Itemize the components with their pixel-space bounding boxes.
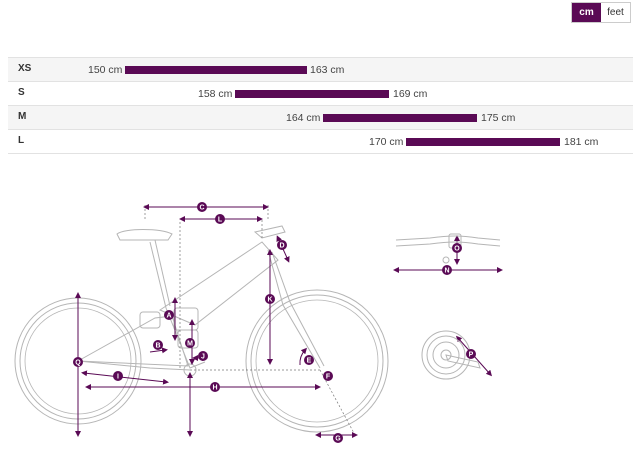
label-h-marker: H bbox=[210, 382, 220, 392]
size-chart-table: XS 150 cm 163 cm S 158 cm 169 cm M 164 c… bbox=[8, 57, 633, 154]
size-max-height: 163 cm bbox=[310, 64, 345, 76]
label-g-marker: G bbox=[333, 433, 343, 443]
label-q-marker: Q bbox=[73, 357, 83, 367]
label-k-marker: K bbox=[265, 294, 275, 304]
label-a-marker: A bbox=[164, 310, 174, 320]
label-j-marker: J bbox=[198, 351, 208, 361]
size-range-bar bbox=[125, 66, 307, 74]
svg-text:D: D bbox=[279, 243, 284, 250]
size-row-xs: XS 150 cm 163 cm bbox=[8, 57, 633, 81]
svg-text:M: M bbox=[187, 341, 193, 348]
handlebar-detail bbox=[395, 233, 501, 264]
size-label: XS bbox=[18, 63, 32, 74]
size-range-bar bbox=[235, 90, 389, 98]
size-row-s: S 158 cm 169 cm bbox=[8, 81, 633, 105]
size-min-height: 164 cm bbox=[286, 112, 321, 124]
reference-lines bbox=[144, 205, 356, 436]
unit-cm-button[interactable]: cm bbox=[572, 3, 601, 22]
size-label: M bbox=[18, 111, 27, 122]
label-m-marker: M bbox=[185, 338, 195, 348]
label-p-marker: P bbox=[466, 349, 476, 359]
svg-text:H: H bbox=[212, 385, 217, 392]
svg-text:A: A bbox=[166, 313, 171, 320]
size-row-l: L 170 cm 181 cm bbox=[8, 129, 633, 154]
geometry-label-markers: C L D K A B M J Q I H E F G O N P bbox=[73, 202, 476, 443]
svg-text:G: G bbox=[335, 436, 341, 443]
size-max-height: 175 cm bbox=[481, 112, 516, 124]
label-f-marker: F bbox=[323, 371, 333, 381]
svg-text:C: C bbox=[199, 205, 204, 212]
label-c-marker: C bbox=[197, 202, 207, 212]
size-range-bar bbox=[323, 114, 477, 122]
size-label: S bbox=[18, 87, 25, 98]
svg-text:I: I bbox=[117, 374, 119, 381]
label-e-marker: E bbox=[304, 355, 314, 365]
label-n-marker: N bbox=[442, 265, 452, 275]
svg-text:L: L bbox=[218, 217, 223, 224]
svg-text:K: K bbox=[267, 297, 272, 304]
svg-text:F: F bbox=[326, 374, 331, 381]
svg-text:Q: Q bbox=[75, 360, 81, 367]
size-row-m: M 164 cm 175 cm bbox=[8, 105, 633, 129]
svg-text:J: J bbox=[201, 354, 205, 361]
svg-text:O: O bbox=[454, 246, 460, 253]
label-o-marker: O bbox=[452, 243, 462, 253]
bike-geometry-diagram: C L D K A B M J Q I H E F G O N P bbox=[14, 202, 503, 443]
svg-text:B: B bbox=[155, 343, 160, 350]
svg-text:E: E bbox=[307, 358, 312, 365]
size-min-height: 150 cm bbox=[88, 64, 123, 76]
label-d-marker: D bbox=[277, 240, 287, 250]
label-l-marker: L bbox=[215, 214, 225, 224]
size-max-height: 169 cm bbox=[393, 88, 428, 100]
svg-text:N: N bbox=[444, 268, 449, 275]
unit-toggle: cm feet bbox=[571, 2, 631, 23]
size-label: L bbox=[18, 135, 25, 146]
front-wheel bbox=[245, 289, 389, 433]
label-b-marker: B bbox=[153, 340, 163, 350]
size-max-height: 181 cm bbox=[564, 136, 599, 148]
label-i-marker: I bbox=[113, 371, 123, 381]
dimension-arrows bbox=[75, 204, 503, 438]
size-min-height: 158 cm bbox=[198, 88, 233, 100]
svg-text:P: P bbox=[469, 352, 474, 359]
size-min-height: 170 cm bbox=[369, 136, 404, 148]
size-range-bar bbox=[406, 138, 560, 146]
unit-feet-button[interactable]: feet bbox=[601, 3, 630, 22]
